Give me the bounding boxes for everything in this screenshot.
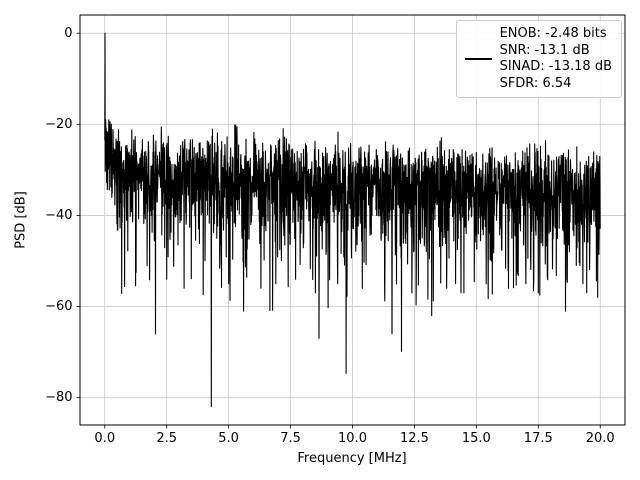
legend-label-block: ENOB: -2.48 bits SNR: -13.1 dB SINAD: -1… bbox=[500, 26, 612, 92]
x-tick-label: 0.0 bbox=[94, 431, 116, 446]
x-tick-label: 5.0 bbox=[218, 431, 239, 446]
y-tick-label: −40 bbox=[45, 207, 73, 223]
y-tick-label: −80 bbox=[45, 390, 73, 406]
legend-entry-sfdr: SFDR: 6.54 bbox=[499, 75, 572, 91]
x-axis-label: Frequency [MHz] bbox=[297, 451, 407, 466]
x-tick-label: 10.0 bbox=[338, 431, 367, 446]
x-tick-label: 7.5 bbox=[280, 431, 301, 446]
y-tick-label: −60 bbox=[45, 299, 73, 315]
y-tick-label: 0 bbox=[64, 25, 73, 41]
y-tick-label: −20 bbox=[45, 116, 73, 132]
x-tick-label: 15.0 bbox=[461, 431, 491, 446]
legend-entry-enob: ENOB: -2.48 bits bbox=[499, 26, 607, 41]
x-tick-label: 17.5 bbox=[523, 431, 553, 446]
legend-line-sample bbox=[464, 58, 492, 60]
x-tick-label: 20.0 bbox=[585, 431, 615, 446]
x-tick-label: 12.5 bbox=[399, 431, 429, 446]
legend-entry-snr: SNR: -13.1 dB bbox=[499, 42, 590, 58]
legend: ENOB: -2.48 bits SNR: -13.1 dB SINAD: -1… bbox=[455, 20, 622, 98]
x-tick-label: 2.5 bbox=[156, 431, 178, 446]
y-axis-label: PSD [dB] bbox=[13, 191, 29, 249]
legend-entry-sinad: SINAD: -13.18 dB bbox=[499, 59, 612, 74]
